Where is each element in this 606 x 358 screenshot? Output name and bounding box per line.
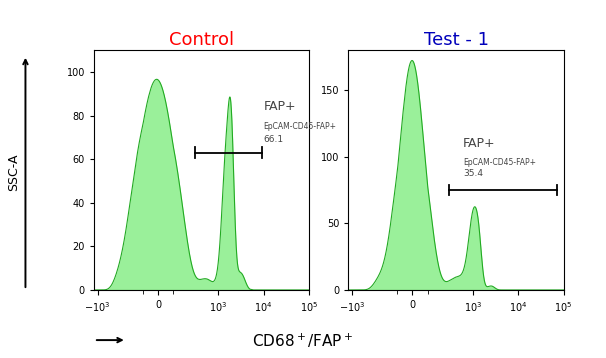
Text: SSC-A: SSC-A [7, 153, 20, 190]
Text: FAP+: FAP+ [463, 137, 496, 150]
Title: Control: Control [169, 30, 234, 49]
Text: FAP+: FAP+ [264, 100, 296, 113]
Text: 35.4: 35.4 [463, 169, 483, 178]
Text: EpCAM-CD45-FAP+: EpCAM-CD45-FAP+ [463, 158, 536, 168]
Text: 66.1: 66.1 [264, 135, 284, 144]
Text: CD68$^+$/FAP$^+$: CD68$^+$/FAP$^+$ [253, 332, 353, 350]
Title: Test - 1: Test - 1 [424, 30, 488, 49]
Text: EpCAM-CD45-FAP+: EpCAM-CD45-FAP+ [264, 122, 336, 131]
